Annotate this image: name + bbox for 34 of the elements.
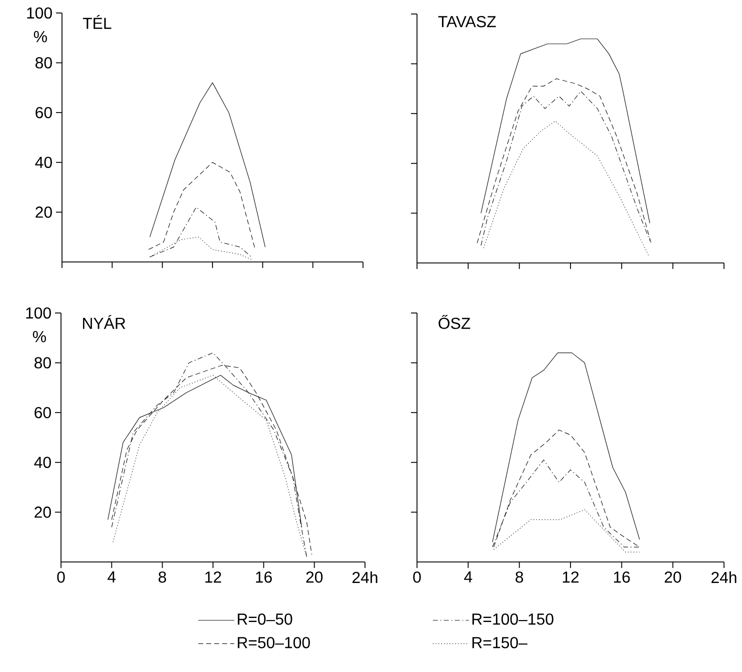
chart-title: NYÁR bbox=[83, 315, 126, 329]
y-tick-label: 80 bbox=[34, 357, 51, 368]
x-tick-label: 16 bbox=[256, 571, 272, 583]
chart-title: ŐSZ bbox=[438, 315, 470, 329]
y-tick-label: 60 bbox=[36, 106, 52, 118]
y-tick-label: 80 bbox=[36, 57, 52, 68]
chart-title: TÉL bbox=[82, 15, 112, 29]
y-tick-label: 20 bbox=[36, 206, 52, 218]
y-tick-label: 40 bbox=[35, 156, 52, 168]
x-tick-label: 24h bbox=[352, 571, 378, 583]
x-tick-label: 4 bbox=[108, 571, 116, 582]
x-tick-label: 8 bbox=[158, 571, 166, 583]
y-tick-label: 20 bbox=[34, 506, 51, 518]
x-tick-label: 4 bbox=[464, 571, 472, 582]
x-tick-label: 16 bbox=[614, 571, 630, 583]
x-tick-label: 20 bbox=[306, 571, 323, 583]
y-axis-title: % bbox=[34, 31, 47, 42]
x-tick-label: 20 bbox=[664, 571, 682, 583]
legend-label: R=100–150 bbox=[472, 613, 554, 625]
y-tick-label: 100 bbox=[27, 7, 52, 19]
y-tick-label: 100 bbox=[26, 307, 51, 319]
legend-label: R=150– bbox=[472, 636, 528, 648]
x-tick-label: 24h bbox=[712, 571, 736, 583]
x-tick-label: 12 bbox=[562, 571, 579, 583]
x-tick-label: 0 bbox=[413, 571, 421, 583]
y-axis-title: % bbox=[32, 331, 46, 342]
chart-title: TAVASZ bbox=[438, 16, 496, 28]
legend-label: R=50–100 bbox=[238, 636, 310, 648]
x-tick-label: 0 bbox=[57, 571, 65, 583]
y-tick-label: 40 bbox=[34, 456, 51, 468]
y-tick-label: 60 bbox=[34, 406, 51, 418]
x-tick-label: 8 bbox=[516, 571, 524, 583]
x-tick-label: 12 bbox=[205, 571, 222, 583]
legend-label: R=0–50 bbox=[238, 613, 292, 625]
